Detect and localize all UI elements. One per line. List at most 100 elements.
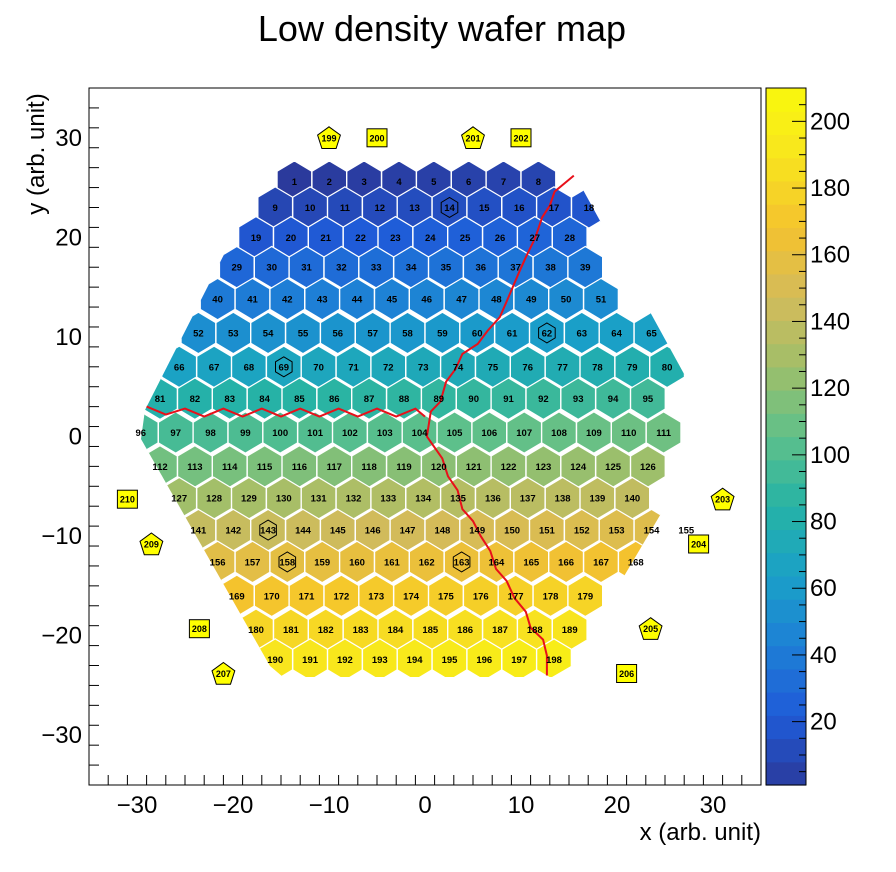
cell-label-29: 29 <box>232 263 243 274</box>
cell-label-143: 143 <box>260 526 276 537</box>
colorbar-band <box>766 250 806 275</box>
cell-label-14: 14 <box>444 203 455 214</box>
marker-205 <box>638 617 663 640</box>
colorbar-tick-label: 60 <box>810 575 837 602</box>
cell-label-127: 127 <box>171 494 187 505</box>
colorbar-band <box>766 88 806 112</box>
colorbar-band <box>766 575 806 600</box>
colorbar-band <box>766 668 806 693</box>
colorbar-band <box>766 645 806 670</box>
cell-label-147: 147 <box>400 526 416 537</box>
special-cell-143 <box>259 519 277 541</box>
cell-126 <box>629 445 666 488</box>
cell-label-181: 181 <box>283 625 300 636</box>
y-axis-title: y (arb. unit) <box>23 93 50 214</box>
x-axis: −30 −20 −10 0 10 20 30 <box>88 775 762 819</box>
cell-label-90: 90 <box>468 394 479 405</box>
cell-label-60: 60 <box>472 328 483 339</box>
cell-label-73: 73 <box>418 362 429 373</box>
colorbar-band <box>766 622 806 647</box>
colorbar-band <box>766 552 806 577</box>
colorbar: 20 40 60 80 100 120 140 160 180 200 <box>765 87 850 786</box>
colorbar-band <box>766 715 806 740</box>
cell-label-142: 142 <box>225 526 241 537</box>
marker-label-203: 203 <box>715 495 730 505</box>
cell-label-83: 83 <box>224 394 235 405</box>
cell-label-63: 63 <box>577 328 588 339</box>
cell-label-193: 193 <box>372 655 388 666</box>
cell-label-76: 76 <box>522 362 533 373</box>
cell-label-8: 8 <box>536 177 541 188</box>
colorbar-band <box>766 180 806 205</box>
x-axis-title: x (arb. unit) <box>640 819 761 846</box>
cell-label-196: 196 <box>476 655 492 666</box>
cell-label-108: 108 <box>551 428 567 439</box>
colorbar-band <box>766 761 806 786</box>
cell-label-121: 121 <box>466 462 483 473</box>
cell-label-146: 146 <box>365 526 381 537</box>
cell-label-154: 154 <box>644 526 661 537</box>
marker-label-199: 199 <box>321 133 336 143</box>
cell-111 <box>645 411 682 454</box>
cell-label-31: 31 <box>301 263 312 274</box>
cell-label-39: 39 <box>580 263 591 274</box>
cell-label-87: 87 <box>364 394 375 405</box>
cell-label-6: 6 <box>466 177 471 188</box>
cell-label-116: 116 <box>292 462 307 473</box>
cell-label-67: 67 <box>209 362 220 373</box>
cell-label-40: 40 <box>212 295 223 306</box>
cell-label-42: 42 <box>282 295 293 306</box>
colorbar-band <box>766 227 806 252</box>
cell-label-145: 145 <box>330 526 347 537</box>
cell-label-51: 51 <box>596 295 607 306</box>
cell-label-148: 148 <box>434 526 450 537</box>
y-axis: −30 −20 −10 0 10 20 30 <box>41 87 99 786</box>
cell-label-75: 75 <box>488 362 499 373</box>
cell-label-32: 32 <box>336 263 347 274</box>
y-tick-label: −20 <box>41 623 82 650</box>
cell-label-128: 128 <box>206 494 222 505</box>
cell-label-55: 55 <box>298 328 309 339</box>
special-cells-layer <box>259 196 556 573</box>
colorbar-tick-label: 180 <box>810 175 850 202</box>
cell-label-69: 69 <box>279 362 290 373</box>
cell-label-189: 189 <box>562 625 578 636</box>
cell-label-77: 77 <box>557 362 568 373</box>
y-tick-label: −30 <box>41 722 82 749</box>
cell-label-58: 58 <box>402 328 413 339</box>
cell-label-185: 185 <box>422 625 439 636</box>
cell-label-94: 94 <box>608 394 619 405</box>
cell-label-13: 13 <box>409 203 420 214</box>
y-tick-label: 10 <box>55 324 82 351</box>
cell-label-1: 1 <box>292 177 298 188</box>
colorbar-band <box>766 413 806 438</box>
cell-label-43: 43 <box>317 295 328 306</box>
cell-label-96: 96 <box>136 428 147 439</box>
cell-label-170: 170 <box>264 591 280 602</box>
cell-label-194: 194 <box>407 655 424 666</box>
cell-label-71: 71 <box>348 362 359 373</box>
cell-label-65: 65 <box>646 328 657 339</box>
cell-label-150: 150 <box>504 526 520 537</box>
marker-label-205: 205 <box>643 624 658 634</box>
cell-label-45: 45 <box>387 295 398 306</box>
colorbar-band <box>766 390 806 414</box>
colorbar-tick-label: 140 <box>810 308 850 335</box>
marker-label-206: 206 <box>619 669 634 679</box>
x-tick-label: −20 <box>213 792 254 819</box>
cell-label-159: 159 <box>314 558 330 569</box>
colorbar-band <box>766 529 806 554</box>
x-tick-label: 10 <box>508 792 535 819</box>
colorbar-band <box>766 459 806 484</box>
cell-label-198: 198 <box>546 655 562 666</box>
cell-label-41: 41 <box>247 295 258 306</box>
cell-label-131: 131 <box>311 494 328 505</box>
marker-210 <box>116 489 138 509</box>
cell-label-21: 21 <box>320 233 331 244</box>
cell-label-188: 188 <box>527 625 543 636</box>
cell-label-162: 162 <box>419 558 435 569</box>
cell-label-168: 168 <box>628 558 644 569</box>
cell-label-68: 68 <box>244 362 255 373</box>
marker-label-202: 202 <box>513 133 528 143</box>
cell-label-109: 109 <box>586 428 602 439</box>
